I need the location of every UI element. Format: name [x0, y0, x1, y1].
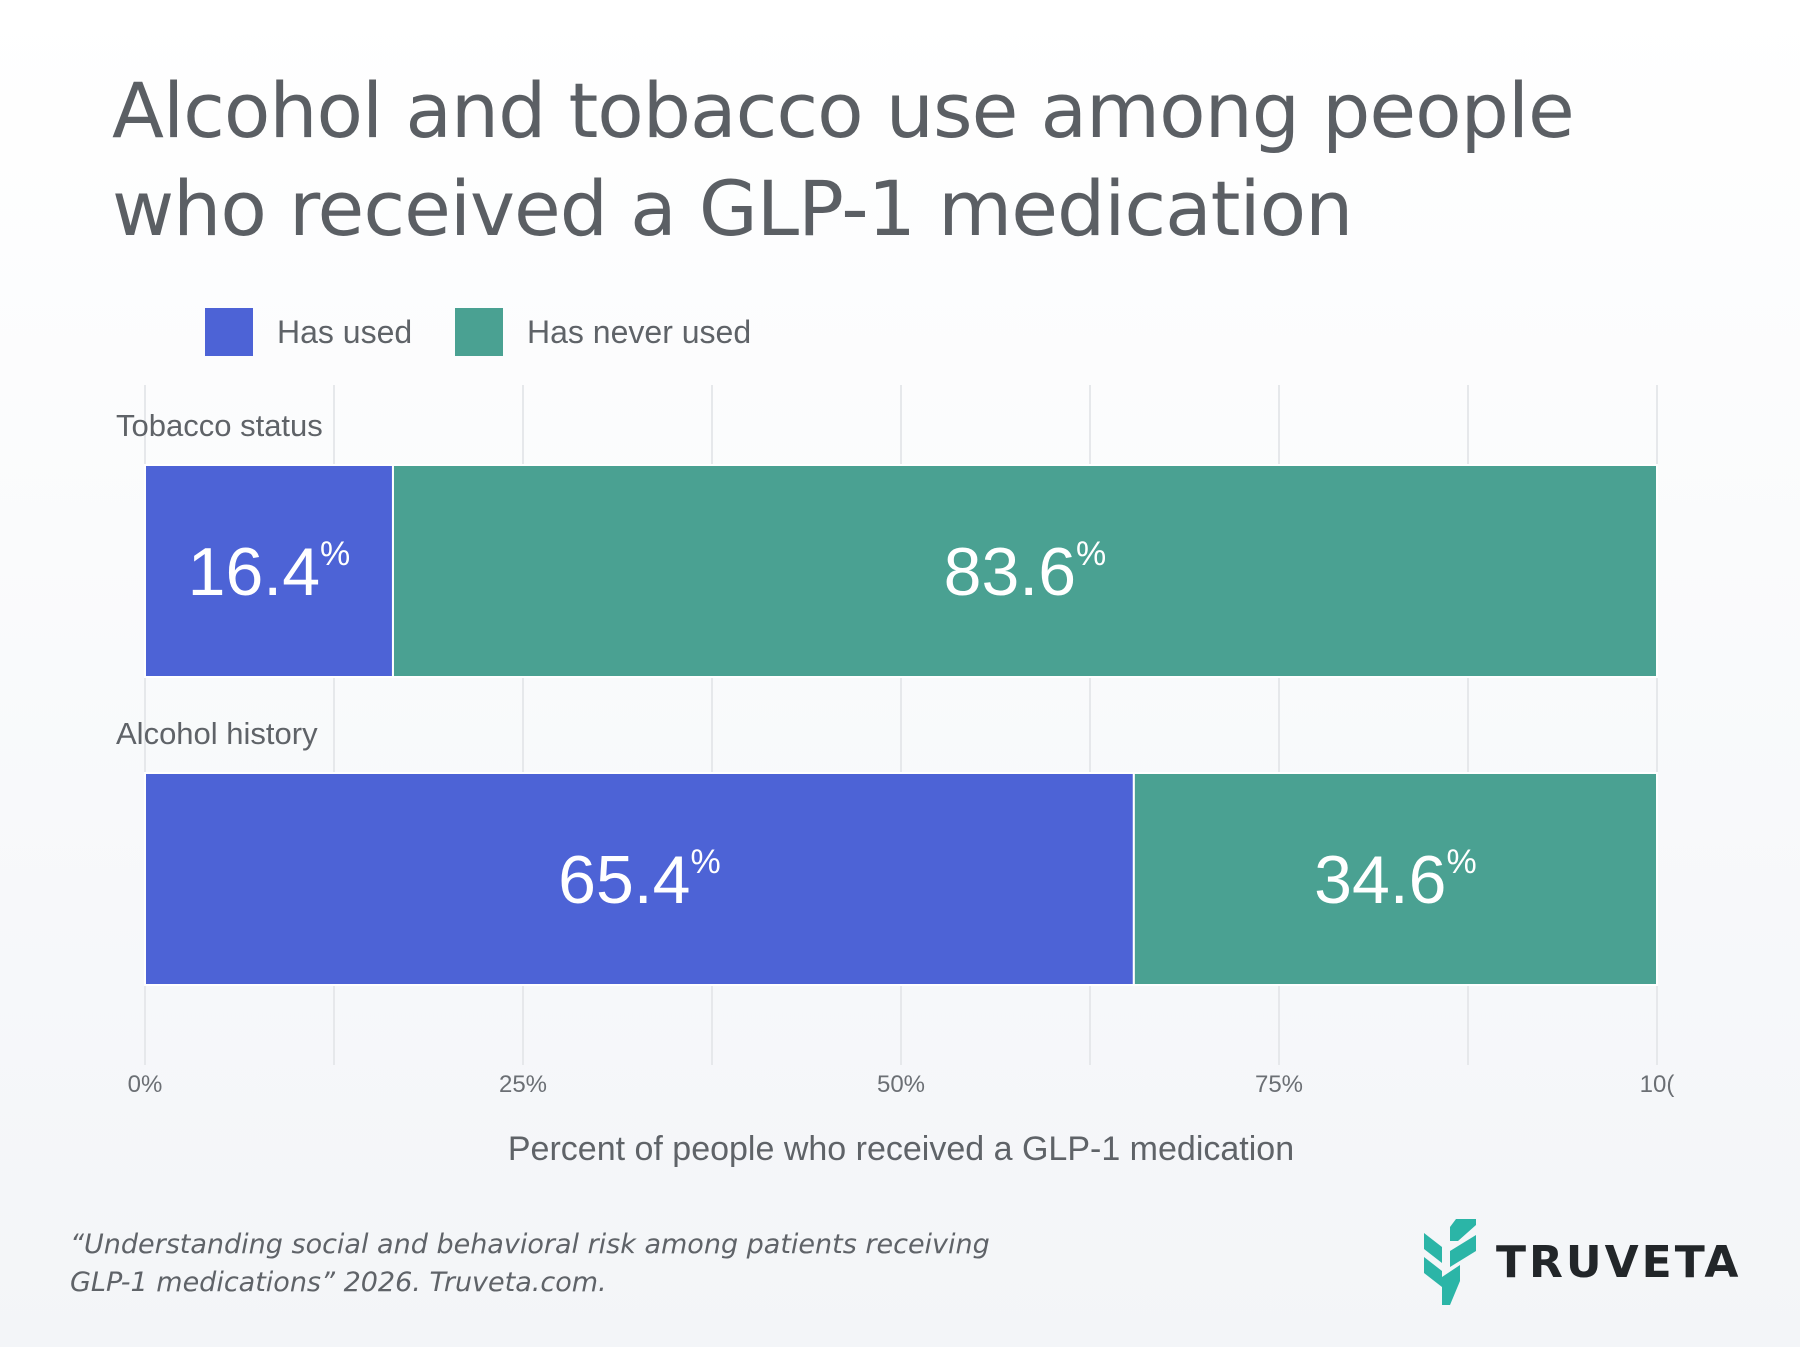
- legend-swatch-has-never-used: [455, 308, 503, 356]
- x-tick-label-1: 25%: [499, 1071, 547, 1098]
- source-line-1: “Understanding social and behavioral ris…: [70, 1229, 990, 1260]
- legend-label-has-never-used: Has never used: [527, 314, 752, 350]
- x-tick-label-4: 10(: [1640, 1071, 1675, 1098]
- chart-title-line-1: Alcohol and tobacco use among people: [112, 66, 1575, 155]
- x-tick-label-0: 0%: [128, 1071, 163, 1098]
- legend-label-has-used: Has used: [277, 314, 413, 350]
- x-tick-label-2: 50%: [877, 1071, 925, 1098]
- x-tick-label-3: 75%: [1255, 1071, 1303, 1098]
- category-label-1: Alcohol history: [116, 716, 318, 751]
- category-label-0: Tobacco status: [116, 408, 323, 443]
- x-axis-label: Percent of people who received a GLP-1 m…: [508, 1130, 1294, 1168]
- chart-title: Alcohol and tobacco use among people who…: [112, 62, 1732, 258]
- bar-1-0: [144, 772, 1135, 986]
- data-label-0-1: 83.6%: [944, 534, 1107, 610]
- bar-1-1: [1132, 772, 1658, 986]
- data-label-1-1: 34.6%: [1314, 842, 1477, 918]
- data-label-1-0: 65.4%: [558, 842, 721, 918]
- truveta-logo: TRUVETA: [1420, 1215, 1750, 1307]
- bar-0-1: [391, 464, 1658, 678]
- logo-wordmark: TRUVETA: [1496, 1237, 1742, 1288]
- data-label-0-0: 16.4%: [188, 534, 351, 610]
- legend-swatch-has-used: [205, 308, 253, 356]
- stacked-bar-chart: 0% 25% 50% 75% 10( Percent of people who rece…: [116, 385, 1675, 1168]
- source-citation: “Understanding social and behavioral ris…: [70, 1226, 990, 1302]
- source-line-2: GLP-1 medications” 2026. Truveta.com.: [70, 1267, 607, 1298]
- truveta-leaf-icon: [1424, 1219, 1476, 1305]
- chart-title-line-2: who received a GLP-1 medication: [112, 164, 1353, 253]
